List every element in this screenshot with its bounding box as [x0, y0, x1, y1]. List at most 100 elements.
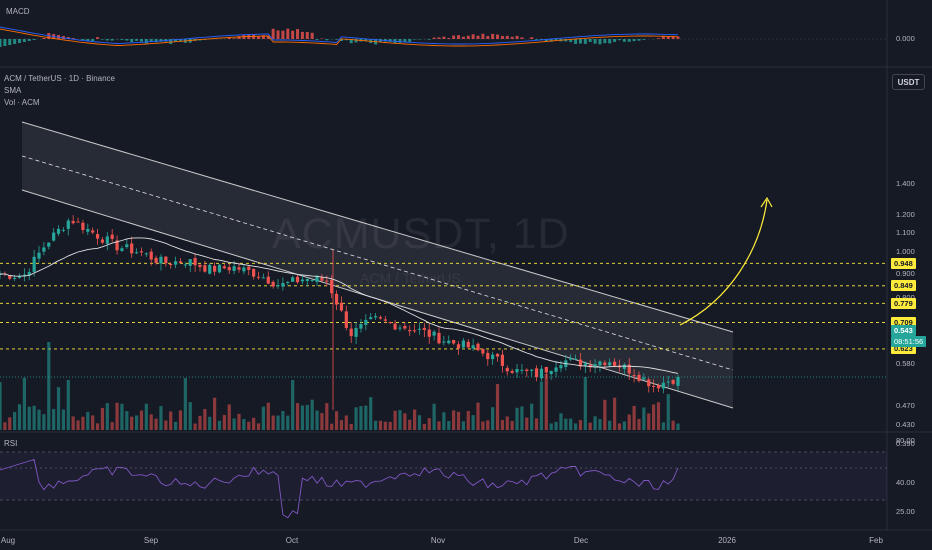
candle-body: [300, 279, 305, 282]
volume-bar: [554, 421, 558, 430]
macd-histogram-bar: [603, 39, 607, 44]
volume-bar: [3, 422, 7, 430]
macd-histogram-bar: [574, 39, 578, 44]
rsi-title[interactable]: RSI: [4, 439, 18, 448]
level-price-tag: 0.623: [891, 343, 916, 355]
candle-body: [495, 353, 500, 357]
macd-histogram-bar: [18, 39, 22, 43]
sma-line: [0, 237, 679, 374]
volume-bar: [237, 413, 241, 430]
volume-bar: [125, 411, 129, 430]
candle-body: [0, 273, 2, 275]
volume-bar: [315, 410, 319, 430]
candle-body: [456, 344, 461, 349]
volume-bar: [642, 407, 646, 430]
volume-bar: [544, 374, 548, 430]
macd-histogram-bar: [96, 37, 100, 39]
candle-body: [481, 348, 485, 354]
channel-fill: [22, 122, 733, 408]
macd-histogram-bar: [91, 39, 95, 42]
volume-bar: [486, 420, 490, 430]
volume-bar: [256, 423, 261, 430]
macd-histogram-bar: [457, 35, 461, 39]
time-tick-label: 2026: [718, 536, 736, 545]
candle-body: [398, 327, 402, 329]
volume-bar: [217, 420, 222, 430]
macd-histogram-bar: [549, 39, 553, 42]
volume-bar: [271, 415, 275, 430]
macd-histogram-bar: [276, 30, 280, 39]
candle-body: [442, 341, 446, 343]
volume-bar: [334, 411, 339, 430]
volume-bar: [447, 421, 451, 430]
volume-bar: [583, 377, 587, 430]
macd-histogram-bar: [676, 36, 680, 39]
volume-bar: [627, 414, 631, 430]
rsi-level-40: 40.00: [896, 478, 915, 487]
volume-bar: [281, 411, 285, 430]
candle-body: [183, 264, 187, 266]
volume-bar: [208, 416, 212, 430]
volume-bar: [349, 423, 353, 430]
macd-line: [0, 26, 679, 45]
candle-body: [17, 276, 22, 278]
volume-bar: [139, 410, 144, 430]
current-price-tag: 0.543: [891, 325, 916, 336]
macd-histogram-bar: [398, 39, 402, 43]
volume-bar: [442, 412, 446, 430]
candle-body: [305, 278, 309, 282]
volume-bar: [417, 415, 422, 430]
volume-bar: [461, 421, 465, 430]
macd-histogram-bar: [144, 39, 148, 44]
macd-histogram-bar: [578, 39, 582, 44]
candle-body: [461, 340, 465, 348]
volume-bar: [242, 419, 246, 430]
symbol-watermark: ACMUSDT, 1D: [272, 210, 570, 258]
volume-bar: [564, 418, 568, 430]
level-price-tag: 0.948: [891, 257, 916, 269]
volume-bar: [578, 420, 583, 430]
volume-bar: [408, 419, 412, 430]
macd-histogram-bar: [505, 35, 509, 39]
candle-body: [281, 283, 285, 287]
candle-body: [52, 232, 56, 241]
volume-bar: [27, 406, 31, 430]
macd-histogram-bar: [325, 39, 329, 41]
currency-unit-button[interactable]: USDT: [892, 74, 925, 90]
candle-body: [252, 268, 256, 277]
volume-bar: [632, 405, 636, 430]
candle-body: [652, 385, 656, 387]
candle-body: [61, 229, 66, 231]
macd-histogram-bar: [413, 39, 417, 40]
macd-histogram-bar: [588, 39, 592, 42]
candle-body: [334, 293, 339, 305]
candle-body: [100, 239, 105, 243]
volume-bar: [339, 420, 344, 430]
macd-histogram-bar: [466, 35, 470, 39]
candle-body: [188, 259, 192, 266]
macd-histogram-bar: [305, 31, 309, 39]
macd-title[interactable]: MACD: [6, 7, 30, 16]
macd-histogram-bar: [408, 39, 412, 42]
candle-body: [32, 256, 36, 272]
volume-label[interactable]: Vol · ACM: [4, 98, 40, 107]
macd-histogram-bar: [135, 39, 139, 41]
volume-bar: [76, 420, 80, 430]
candle-body: [627, 364, 631, 374]
time-tick-label: Aug: [0, 536, 16, 545]
volume-bar: [383, 421, 387, 430]
macd-histogram-bar: [335, 39, 339, 40]
volume-bar: [266, 402, 270, 430]
price-tick-label: 1.000: [896, 247, 915, 257]
macd-histogram-bar: [320, 38, 324, 39]
candle-body: [549, 370, 553, 375]
volume-bar: [525, 417, 529, 430]
macd-histogram-bar: [27, 39, 31, 41]
volume-bar: [110, 422, 114, 430]
symbol-label[interactable]: ACM / TetherUS · 1D · Binance: [4, 74, 116, 83]
volume-bar: [52, 409, 56, 430]
sma-label[interactable]: SMA: [4, 86, 22, 95]
macd-histogram-bar: [491, 33, 495, 39]
